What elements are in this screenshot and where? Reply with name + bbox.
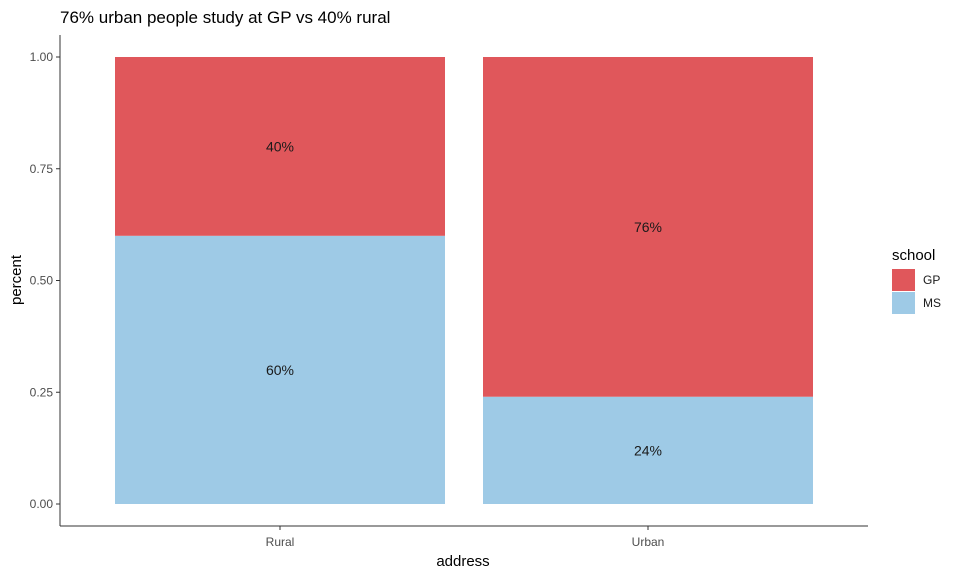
legend-label: MS xyxy=(923,296,941,310)
y-axis-title: percent xyxy=(8,254,25,305)
legend-label: GP xyxy=(923,273,940,287)
y-tick-label: 1.00 xyxy=(30,50,54,64)
legend: school GP MS xyxy=(892,247,941,314)
bar-ms-rural xyxy=(115,235,445,505)
y-tick-label: 0.00 xyxy=(30,497,54,511)
x-axis-title: address xyxy=(436,553,489,570)
data-labels-layer: 60% 40% 24% 76% xyxy=(266,138,662,458)
x-tick-label: Rural xyxy=(266,535,295,549)
bars-layer xyxy=(115,57,813,505)
y-tick-label: 0.75 xyxy=(30,162,54,176)
x-axis: Rural Urban xyxy=(60,525,868,549)
bar-ms-urban xyxy=(483,396,813,504)
chart-title: 76% urban people study at GP vs 40% rura… xyxy=(60,8,390,27)
legend-title: school xyxy=(892,247,935,264)
bar-gp-urban xyxy=(483,57,813,397)
x-tick-label: Urban xyxy=(632,535,665,549)
data-label: 76% xyxy=(634,219,662,235)
y-tick-label: 0.50 xyxy=(30,274,54,288)
legend-key-ms xyxy=(892,292,915,314)
y-axis: 0.00 0.25 0.50 0.75 1.00 xyxy=(30,35,61,526)
bar-gp-rural xyxy=(115,57,445,236)
data-label: 40% xyxy=(266,138,294,154)
data-label: 60% xyxy=(266,362,294,378)
data-label: 24% xyxy=(634,442,662,458)
legend-key-gp xyxy=(892,269,915,291)
y-tick-label: 0.25 xyxy=(30,385,54,399)
